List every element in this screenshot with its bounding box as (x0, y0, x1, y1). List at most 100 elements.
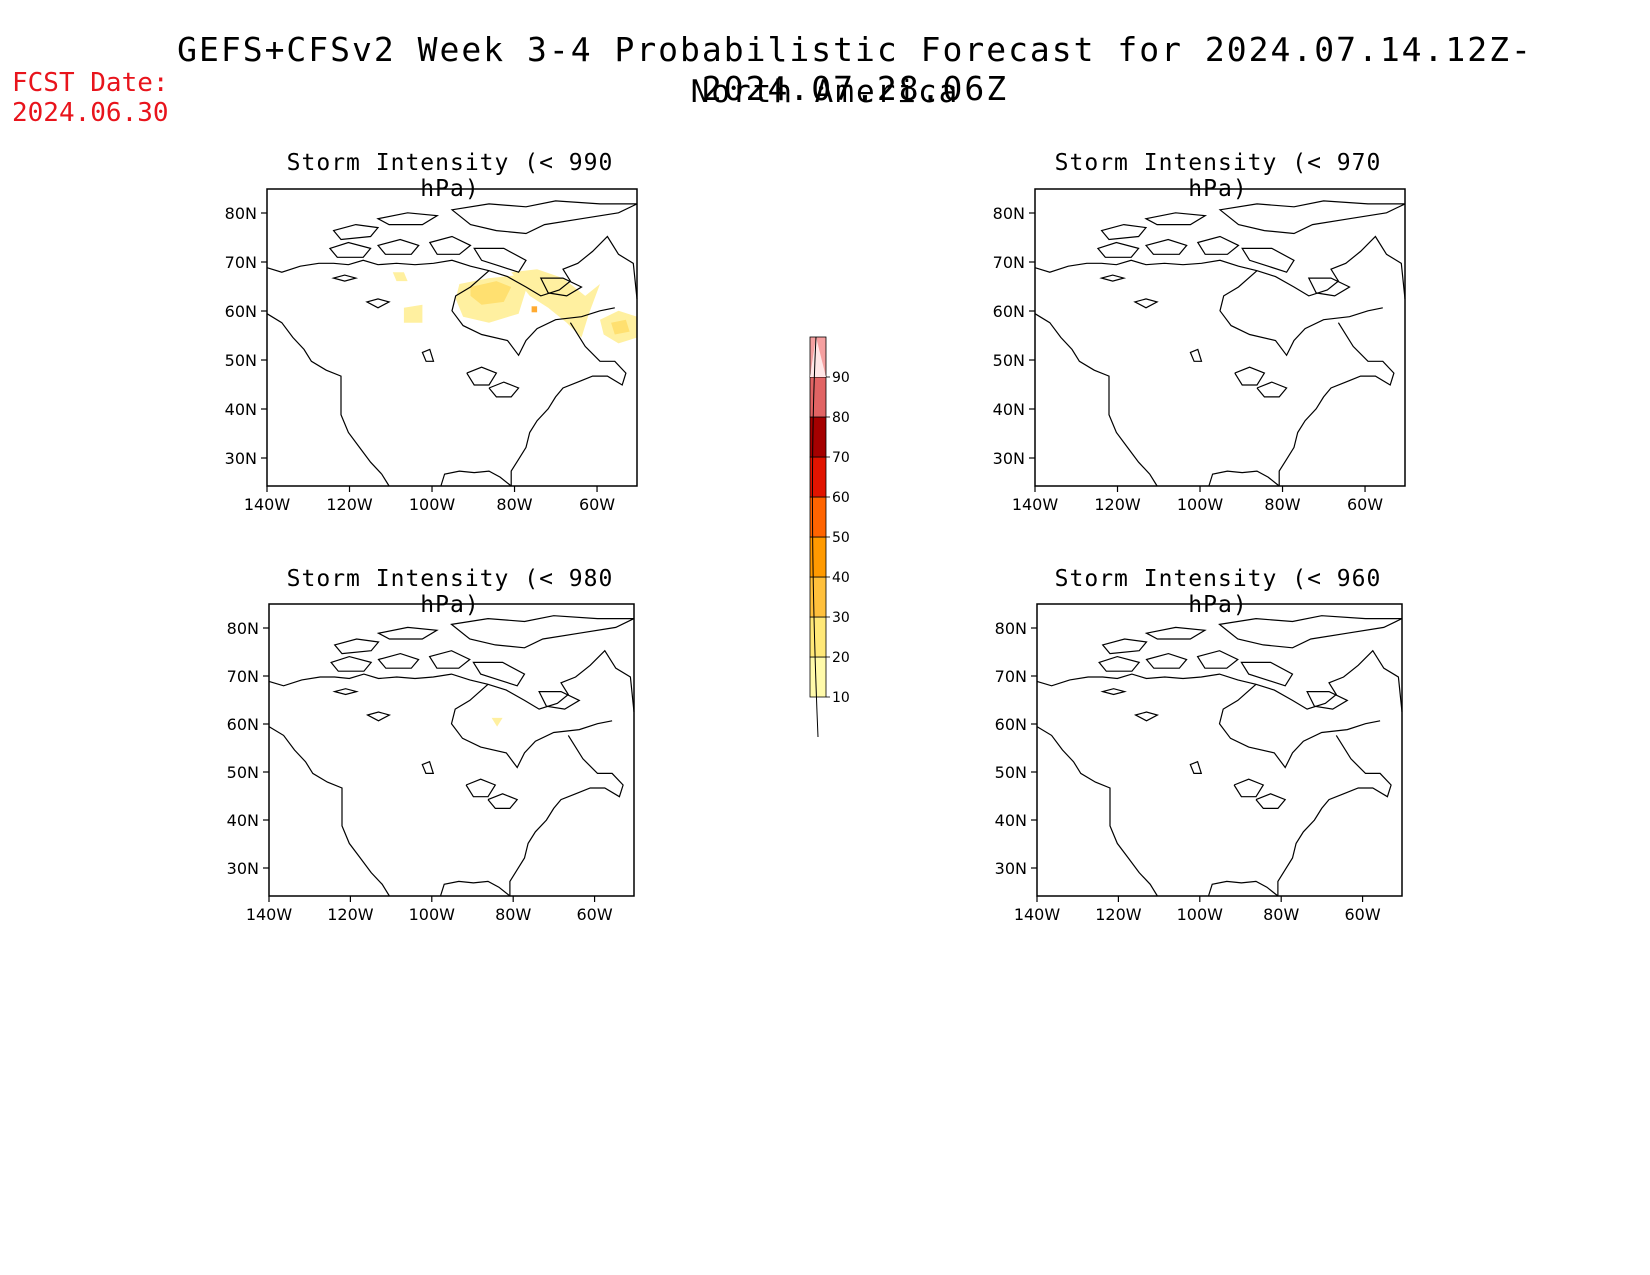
lon-tick-label: 140W (246, 905, 293, 924)
lat-axis: 80N 70N 60N 50N 40N 30N (227, 619, 269, 878)
lat-tick-label: 60N (225, 302, 257, 321)
panel-title: Storm Intensity (< 980 hPa) (286, 566, 614, 618)
lat-tick-label: 50N (225, 351, 257, 370)
lon-axis: 140W 120W 100W 80W 60W (1012, 486, 1383, 514)
island-outline (1144, 626, 1207, 640)
coastline-path (1207, 880, 1279, 897)
island-outline (328, 241, 372, 258)
island-outline (538, 691, 581, 710)
coastline-path (488, 381, 520, 398)
island-outline (1196, 235, 1240, 255)
lon-tick-label: 140W (1012, 495, 1059, 514)
lat-tick-label: 70N (227, 667, 259, 686)
panel-990: Storm Intensity (< 990 hPa) 80N 70N 60N 50N… (210, 140, 650, 520)
colorbar-legend: 10 20 30 40 50 60 70 80 90 (809, 336, 850, 738)
island-outline (450, 615, 635, 649)
lon-tick-label: 60W (576, 905, 612, 924)
lon-tick-label: 100W (409, 495, 456, 514)
map-panel-970: 80N 70N 60N 50N 40N 30N 140W 120W 100W 80W 60W (993, 188, 1406, 514)
lat-tick-label: 60N (993, 302, 1025, 321)
island-outline (1189, 760, 1203, 774)
coastline-path (268, 726, 390, 897)
probability-area (392, 272, 408, 282)
coastline-path (1034, 313, 1158, 487)
probability-area (531, 306, 538, 313)
coastline-path (266, 235, 638, 299)
lat-tick-label: 60N (995, 715, 1027, 734)
map-frame (1034, 188, 1406, 487)
colorbar-label: 30 (832, 610, 850, 626)
main-title: GEFS+CFSv2 Week 3-4 Probabilistic Foreca… (177, 30, 1533, 108)
map-panel-990: 80N 70N 60N 50N 40N 30N 140W 120W 100W 80W 60W (225, 188, 638, 514)
colorbar-label: 80 (832, 410, 850, 426)
lat-tick-label: 60N (227, 715, 259, 734)
coastline-path (509, 735, 624, 896)
island-outline (1100, 223, 1148, 241)
lat-tick-label: 30N (227, 859, 259, 878)
colorbar-labels: 10 20 30 40 50 60 70 80 90 (826, 370, 850, 706)
lon-tick-label: 60W (1344, 905, 1380, 924)
lat-tick-label: 50N (227, 763, 259, 782)
island-outline (1098, 655, 1141, 672)
island-outline (333, 638, 380, 655)
lon-tick-label: 80W (495, 905, 531, 924)
lat-tick-label: 40N (993, 400, 1025, 419)
island-outline (1144, 238, 1188, 255)
lon-tick-label: 80W (496, 495, 532, 514)
lon-axis: 140W 120W 100W 80W 60W (1014, 896, 1381, 924)
island-outline (428, 650, 471, 669)
panel-980: Storm Intensity (< 980 hPa) 80N 70N 60N 50N… (210, 556, 650, 936)
lat-tick-label: 70N (225, 253, 257, 272)
island-outline (376, 238, 420, 255)
lat-tick-label: 30N (995, 859, 1027, 878)
coastline-path (268, 649, 635, 713)
island-outline (377, 652, 420, 669)
lat-tick-label: 80N (227, 619, 259, 638)
panel-970: Storm Intensity (< 970 hPa) 80N 70N 60N 50N… (978, 140, 1418, 520)
coastline-path (1234, 366, 1266, 386)
panel-title: Storm Intensity (< 990 hPa) (286, 150, 614, 202)
lon-tick-label: 60W (1347, 495, 1383, 514)
coastline-path (1218, 683, 1381, 769)
island-outline (1241, 247, 1295, 273)
coastline-path (450, 683, 613, 769)
island-outline (1096, 241, 1140, 258)
fcst-date-label: FCST Date: (12, 68, 169, 98)
colorbar-top-triangle (810, 337, 826, 377)
lon-tick-label: 140W (1014, 905, 1061, 924)
island-outline (1099, 274, 1127, 282)
lat-tick-label: 40N (225, 400, 257, 419)
lon-tick-label: 120W (327, 905, 374, 924)
map-panel-980: 80N 70N 60N 50N 40N 30N 140W 120W 100W 80W 60W (227, 603, 635, 924)
coastline (1034, 200, 1406, 487)
coastline-path (1255, 793, 1287, 809)
island-outline (473, 247, 527, 273)
colorbar-box (809, 616, 827, 658)
island-outline (1240, 661, 1294, 687)
island-outline (539, 277, 583, 297)
coastline-path (465, 778, 497, 798)
coastline-path (466, 366, 498, 386)
island-outline (1100, 688, 1127, 696)
colorbar-box (809, 656, 827, 698)
map-frame (266, 188, 638, 487)
lat-axis: 80N 70N 60N 50N 40N 30N (993, 204, 1035, 468)
coastline-path (451, 270, 615, 357)
colorbar-label: 10 (832, 690, 850, 706)
coastline-path (1208, 470, 1280, 487)
colorbar-label: 50 (832, 530, 850, 546)
lat-tick-label: 80N (225, 204, 257, 223)
lat-tick-label: 70N (993, 253, 1025, 272)
island-outline (330, 655, 373, 672)
island-outline (365, 298, 391, 309)
island-outline (421, 348, 435, 362)
island-outline (332, 223, 380, 241)
coastline-path (510, 322, 627, 486)
lon-tick-label: 120W (326, 495, 373, 514)
coastline-path (440, 470, 512, 487)
island-outline (1196, 650, 1239, 669)
island-outline (331, 274, 359, 282)
island-outline (1133, 298, 1159, 309)
colorbar-outline-curve (811, 336, 819, 738)
lat-axis: 80N 70N 60N 50N 40N 30N (995, 619, 1037, 878)
